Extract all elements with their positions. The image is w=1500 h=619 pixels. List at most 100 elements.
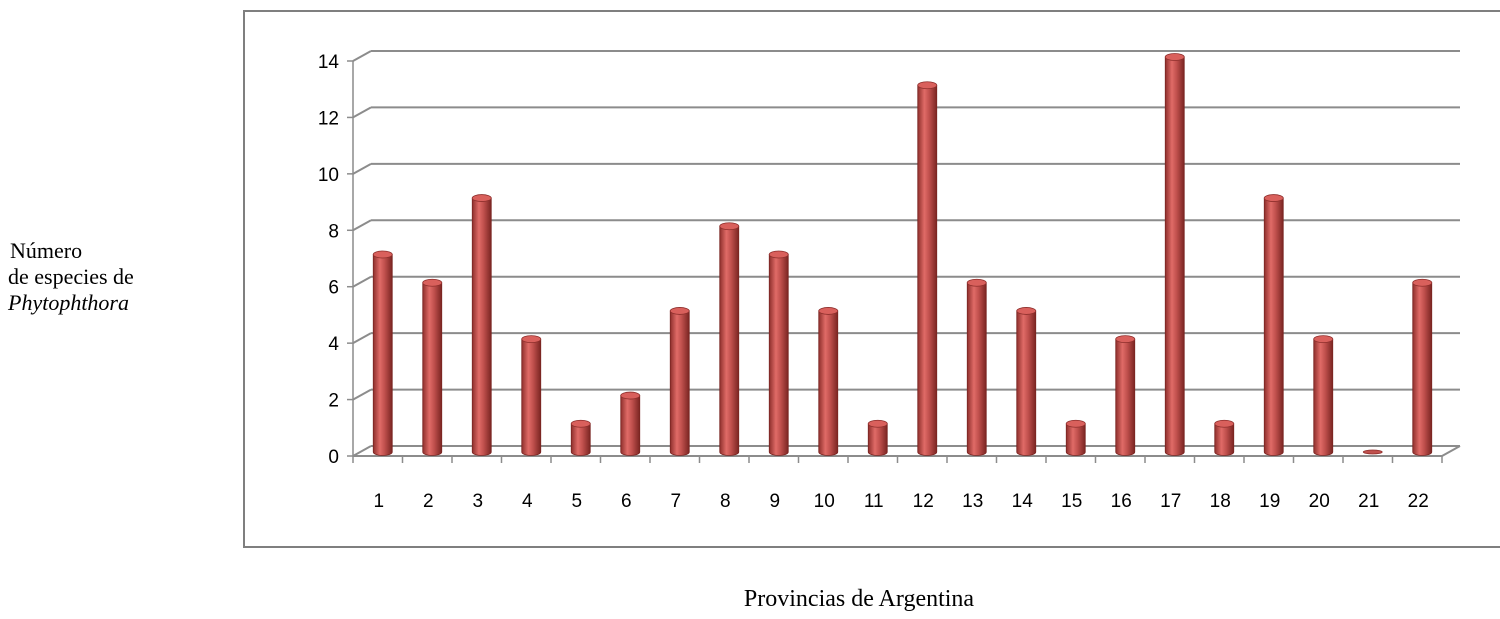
x-tick-label: 12 [913,491,934,512]
bar-top [1313,335,1334,344]
bar [570,419,591,456]
bar-body [620,395,641,456]
gridline-side [352,50,372,62]
bar-body [1214,423,1235,456]
x-tick-label: 21 [1358,491,1379,512]
bar [372,250,393,456]
y-tick-label: 2 [328,391,339,412]
x-tick-label: 18 [1210,491,1231,512]
bar-body [1164,56,1185,456]
x-axis-title-wrap: Provincias de Argentina [0,586,1500,613]
bar-body [966,282,987,456]
bar [1412,278,1433,456]
bar [422,278,443,456]
x-tick-label: 20 [1309,491,1330,512]
axes [347,60,1461,463]
bar [966,278,987,456]
bar-top [867,419,888,428]
bar-top [1065,419,1086,428]
bar [1214,419,1235,456]
x-tick-label: 1 [373,491,384,512]
y-tick-label: 4 [328,334,339,355]
bar [471,194,492,456]
bar [1065,419,1086,456]
bar-top [521,335,542,344]
bar-top [669,307,690,315]
x-tick-label: 9 [769,491,780,512]
chart-frame [243,10,1500,548]
bar [620,391,641,456]
gridlines [352,50,1460,457]
x-tick-label: 13 [962,491,983,512]
bar-top [570,419,591,428]
bar-top [620,391,641,400]
y-axis-title-line-1: Número [10,238,83,263]
x-tick-label: 16 [1111,491,1132,512]
x-tick-label: 8 [720,491,731,512]
bar-top [1214,419,1235,428]
x-tick-label: 17 [1160,491,1181,512]
bar-top [1412,278,1433,287]
x-tick-label: 6 [621,491,632,512]
gridline-side [352,332,372,345]
bar-top [966,278,987,287]
y-tick-label: 6 [328,278,339,299]
bar-body [1313,338,1334,456]
x-tick-label: 3 [472,491,483,512]
y-tick-label: 10 [318,165,339,186]
bar-body [1263,197,1284,456]
bar [818,307,839,456]
bar [669,307,690,456]
gridline-side [352,162,372,175]
gridline-side [352,388,372,401]
bar-body [818,310,839,456]
bar-top [1115,335,1136,344]
y-axis-title: Número de especies de Phytophthora [8,238,238,316]
y-tick-label: 8 [328,221,339,242]
x-tick-label: 5 [571,491,582,512]
y-axis-title-line-2: de especies de [8,264,134,289]
x-tick-label: 11 [864,491,884,512]
bar-top [1164,53,1185,61]
gridline-side [352,275,372,288]
bars [372,53,1433,456]
bar-body [867,423,888,456]
bar [867,419,888,456]
bar-top [1362,449,1383,455]
bar-body [471,197,492,456]
bar-top [719,222,740,231]
bar-body [719,225,740,456]
x-tick-label: 7 [670,491,681,512]
bar-body [1065,423,1086,456]
x-tick-labels: 1 2 3 4 5 6 7 8 9 10 11 12 13 14 15 16 17 18 19 20 21 22 [373,491,1428,512]
bar [719,222,740,456]
x-tick-label: 4 [522,491,533,512]
floor-edge [1441,445,1461,457]
bar [1016,307,1037,456]
x-tick-label: 15 [1061,491,1082,512]
bar [1263,194,1284,456]
y-tick-labels: 0 2 4 6 8 10 12 14 [318,52,340,468]
x-tick-label: 19 [1259,491,1280,512]
bar [917,81,938,456]
bar-body [1115,338,1136,456]
bar [1115,335,1136,456]
bar-top [917,81,938,90]
bar-body [570,423,591,456]
bar-body [768,254,789,456]
bar-body [917,84,938,456]
bar-body [521,338,542,456]
bar [768,250,789,456]
y-axis-title-line-3: Phytophthora [8,290,129,315]
bar-top [1263,194,1284,202]
bar-body [669,310,690,456]
bar-top [768,250,789,259]
bar-body [1016,310,1037,456]
y-tick-label: 14 [318,52,340,73]
gridline-side [352,106,372,119]
gridline-side [352,219,372,232]
gridline-side [352,445,372,457]
bar-body [1412,282,1433,456]
y-tick-label: 0 [328,447,339,468]
